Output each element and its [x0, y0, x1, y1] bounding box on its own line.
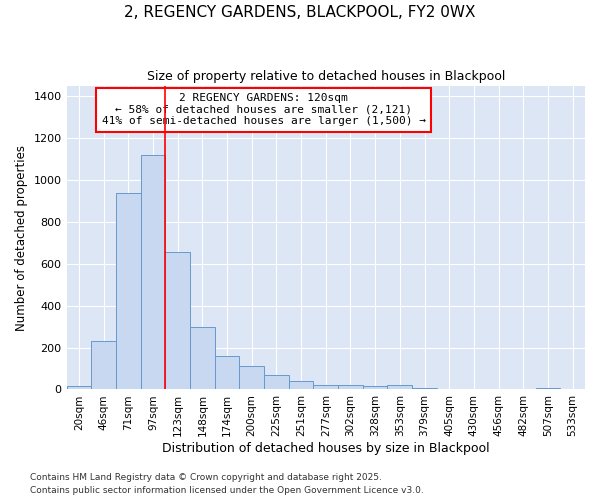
Bar [165, 252, 190, 390]
Bar [536, 388, 560, 390]
Bar [363, 386, 388, 390]
X-axis label: Distribution of detached houses by size in Blackpool: Distribution of detached houses by size … [162, 442, 490, 455]
Text: 2 REGENCY GARDENS: 120sqm
← 58% of detached houses are smaller (2,121)
41% of se: 2 REGENCY GARDENS: 120sqm ← 58% of detac… [101, 93, 425, 126]
Bar [116, 194, 140, 390]
Bar [215, 356, 239, 390]
Bar [264, 375, 289, 390]
Text: Contains HM Land Registry data © Crown copyright and database right 2025.
Contai: Contains HM Land Registry data © Crown c… [30, 474, 424, 495]
Bar [313, 386, 338, 390]
Bar [289, 381, 313, 390]
Bar [388, 386, 412, 390]
Bar [412, 388, 437, 390]
Text: 2, REGENCY GARDENS, BLACKPOOL, FY2 0WX: 2, REGENCY GARDENS, BLACKPOOL, FY2 0WX [124, 5, 476, 20]
Y-axis label: Number of detached properties: Number of detached properties [15, 144, 28, 330]
Bar [140, 154, 165, 390]
Bar [239, 366, 264, 390]
Bar [190, 326, 215, 390]
Bar [91, 342, 116, 390]
Title: Size of property relative to detached houses in Blackpool: Size of property relative to detached ho… [146, 70, 505, 83]
Bar [67, 386, 91, 390]
Bar [338, 386, 363, 390]
